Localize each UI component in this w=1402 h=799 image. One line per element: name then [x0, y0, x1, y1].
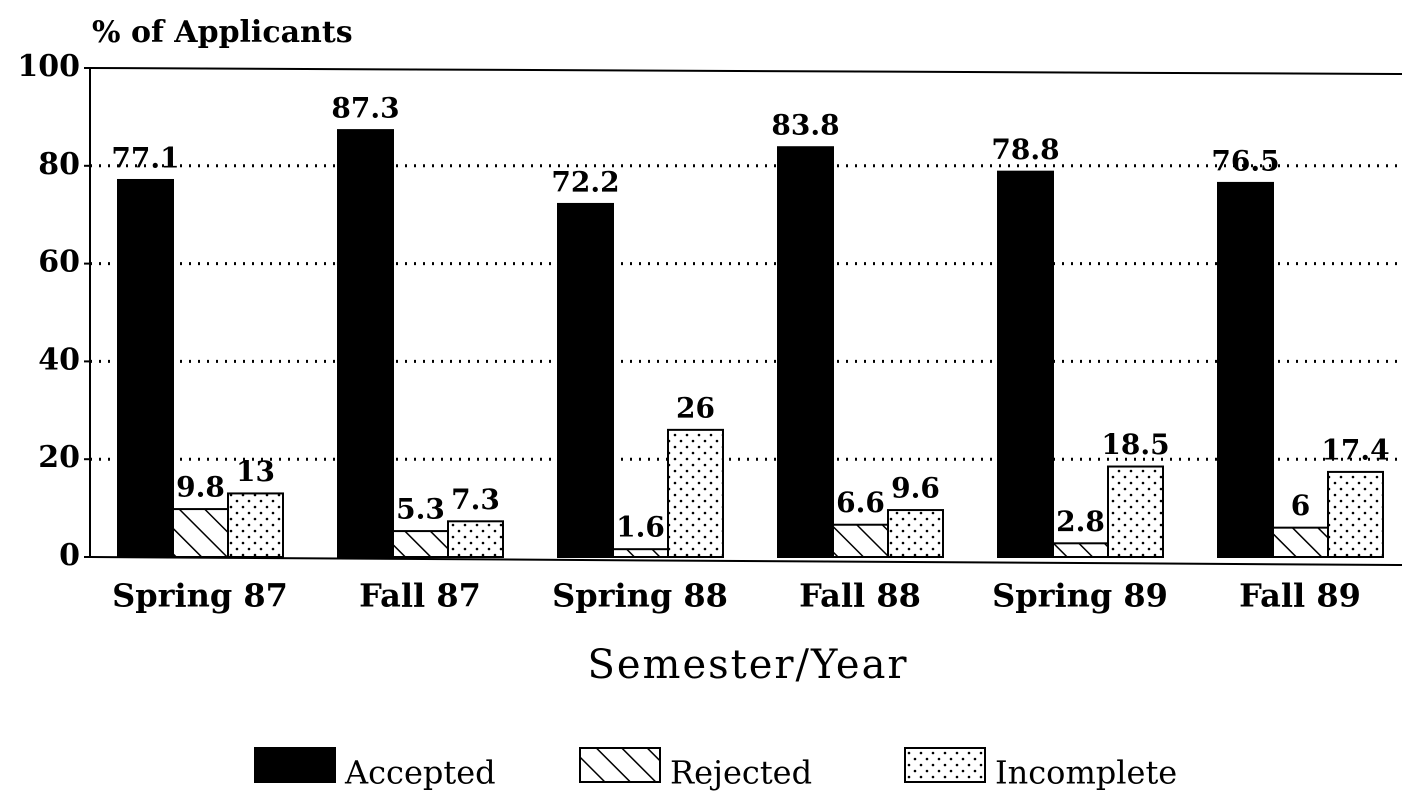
y-tick-label: 100	[17, 49, 80, 84]
bar	[777, 146, 834, 559]
x-tick-label: Spring 87	[112, 577, 288, 615]
y-tick-label: 40	[38, 342, 80, 377]
y-tick-label: 80	[38, 147, 80, 182]
data-label: 6.6	[836, 486, 885, 519]
top-frame	[89, 67, 1402, 75]
x-tick-label: Fall 88	[799, 577, 921, 615]
bar	[667, 428, 724, 558]
x-axis-label: Semester/Year	[587, 642, 908, 688]
bar	[832, 523, 889, 559]
legend-swatch	[254, 747, 336, 783]
bar	[1107, 465, 1164, 558]
x-axis	[89, 556, 1402, 566]
y-axis-label: % of Applicants	[92, 15, 353, 50]
bar	[337, 129, 394, 558]
data-label: 9.6	[891, 472, 940, 505]
data-label: 7.3	[451, 483, 500, 516]
data-label: 5.3	[396, 493, 445, 526]
bar	[557, 202, 614, 559]
data-label: 2.8	[1056, 505, 1105, 538]
x-tick-label: Fall 89	[1239, 577, 1361, 615]
bar	[997, 170, 1054, 558]
data-label: 18.5	[1101, 428, 1169, 461]
data-label: 87.3	[331, 92, 399, 125]
y-tick-label: 20	[38, 440, 80, 475]
data-label: 77.1	[111, 141, 179, 174]
bar	[392, 530, 449, 559]
bar	[887, 509, 944, 558]
legend-label: Incomplete	[995, 754, 1177, 792]
data-label: 26	[676, 391, 715, 424]
y-tick-label: 60	[38, 245, 80, 280]
data-label: 78.8	[991, 133, 1059, 166]
data-label: 17.4	[1321, 433, 1389, 466]
legend-swatch	[579, 747, 661, 783]
data-label: 72.2	[551, 165, 619, 198]
x-tick-label: Spring 88	[552, 577, 728, 615]
bar	[1052, 542, 1109, 558]
bar	[227, 492, 284, 558]
legend-swatch	[904, 747, 986, 783]
bar	[117, 178, 174, 559]
data-label: 83.8	[771, 109, 839, 142]
bar	[1327, 470, 1384, 558]
legend-label: Accepted	[344, 754, 496, 792]
y-tick-label: 0	[59, 538, 80, 573]
bar	[612, 548, 669, 559]
data-label: 76.5	[1211, 144, 1279, 177]
x-tick-label: Spring 89	[992, 577, 1168, 615]
bar	[1217, 181, 1274, 558]
legend-label: Rejected	[670, 754, 812, 792]
data-label: 1.6	[616, 511, 665, 544]
data-label: 13	[236, 455, 275, 488]
x-tick-label: Fall 87	[359, 577, 481, 615]
bar	[447, 520, 504, 558]
bar	[172, 508, 229, 559]
bar	[1272, 526, 1329, 558]
data-label: 9.8	[176, 471, 225, 504]
data-label: 6	[1291, 489, 1310, 522]
